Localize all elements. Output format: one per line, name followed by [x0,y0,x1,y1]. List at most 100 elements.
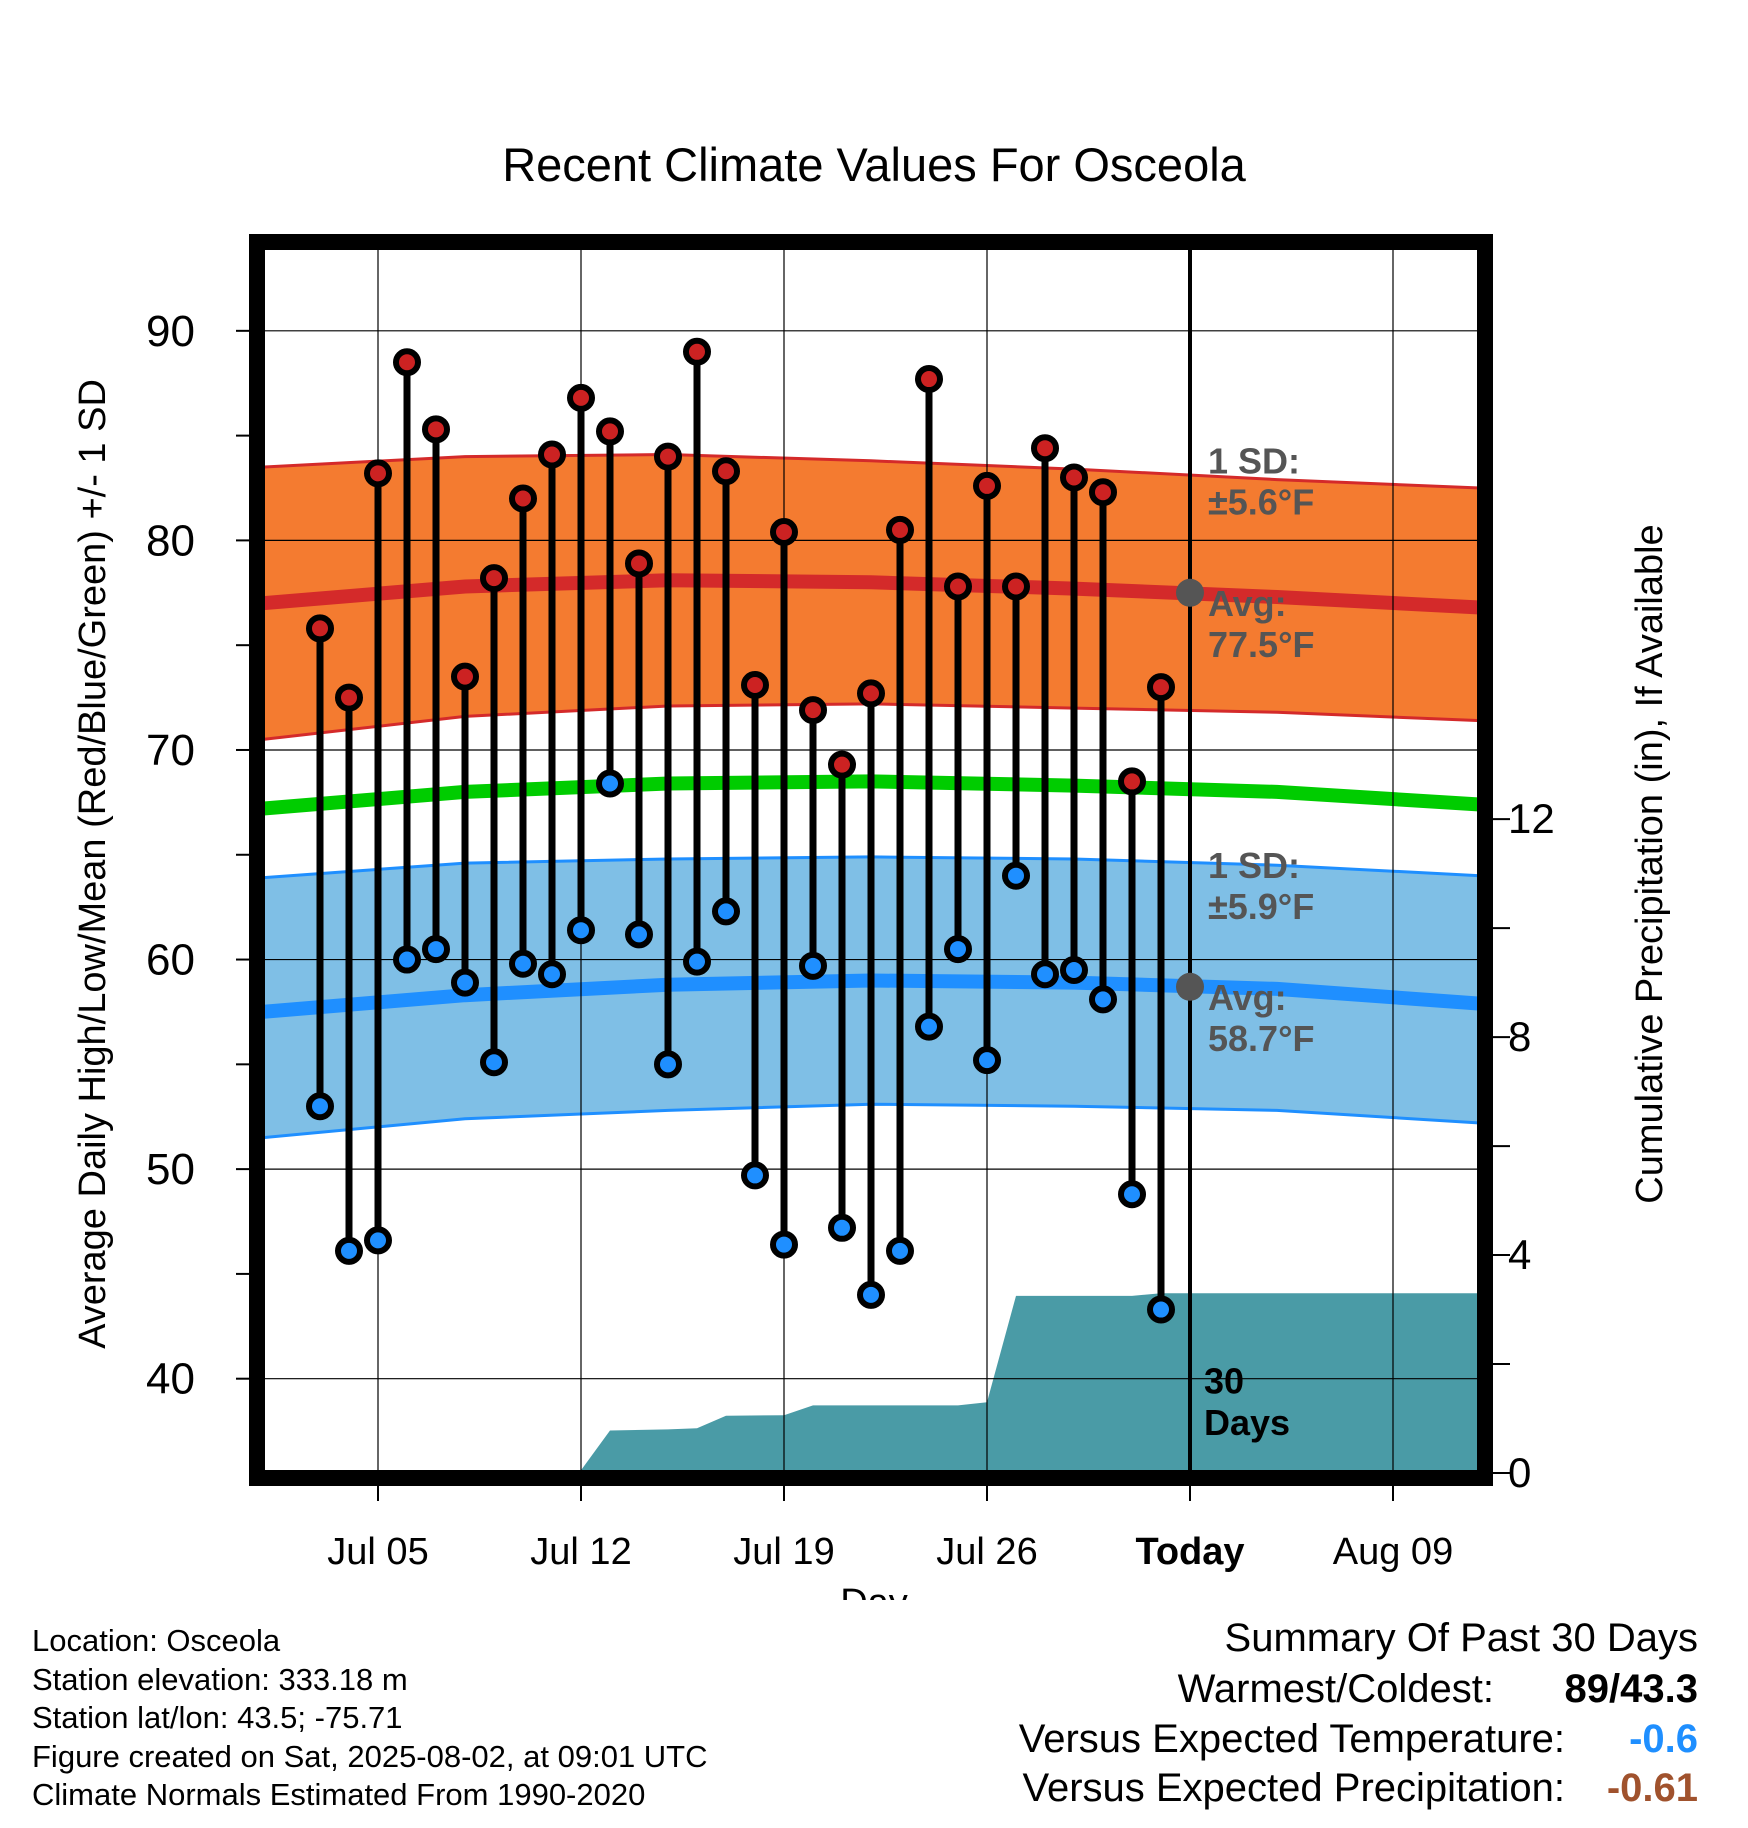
precipitation-area [262,1293,1480,1473]
daily-low-point [306,1092,334,1121]
latlon-text: Station lat/lon: 43.5; -75.71 [32,1700,403,1735]
high-normal-line [262,573,1480,615]
daily-high-point [625,549,653,578]
normals-text: Climate Normals Estimated From 1990-2020 [32,1777,646,1812]
plot-area: 1 SD: ±5.6°F Avg: 77.5°F 1 SD: ±5.9°F Avg: 58.7… [146,234,1555,1573]
daily-high-point [364,459,392,488]
daily-high-point [1118,767,1146,796]
daily-low-point [886,1236,914,1265]
daily-high-point [306,614,334,643]
warmest-coldest-label: Warmest/Coldest: [1177,1667,1494,1711]
y2-tick-label: 8 [1508,1013,1531,1060]
daily-high-point [915,365,943,394]
y-tick-label: 40 [146,1355,195,1404]
y2-tick-label: 4 [1508,1231,1531,1278]
daily-low-point [683,947,711,976]
precip-departure-value: -0.61 [1606,1766,1698,1810]
daily-high-point [596,417,624,446]
daily-low-point [1060,956,1088,985]
daily-low-point [654,1050,682,1079]
daily-high-point [857,679,885,708]
y-tick-label: 90 [146,307,195,356]
plot-content [262,247,1480,1473]
daily-low-point [596,769,624,798]
daily-low-point [1089,985,1117,1014]
warmest-coldest-value: 89/43.3 [1564,1667,1698,1711]
daily-high-point [1060,463,1088,492]
temp-departure-label: Versus Expected Temperature: [1018,1717,1565,1761]
daily-low-point [1002,861,1030,890]
daily-low-point [625,920,653,949]
high-sd-annotation: 1 SD: ±5.6°F [1208,440,1314,522]
climate-chart: Recent Climate Values For Osceola 1 SD: ±… [72,138,1671,1600]
y2-tick-label: 0 [1508,1449,1531,1496]
daily-low-point [538,960,566,989]
daily-low-point [973,1046,1001,1075]
x-tick-label: Jul 19 [733,1531,834,1573]
daily-high-point [1147,673,1175,702]
daily-low-point [1031,960,1059,989]
daily-low-point [828,1213,856,1242]
daily-low-point [393,945,421,974]
today-low-avg-marker [1176,972,1204,1001]
high-avg-annotation: Avg: 77.5°F [1208,583,1314,665]
x-axis-label: Day [840,1582,908,1600]
daily-low-point [799,951,827,980]
daily-low-point [857,1280,885,1309]
daily-low-point [712,897,740,926]
daily-low-point [770,1230,798,1259]
daily-low-point [915,1012,943,1041]
daily-high-point [770,518,798,547]
daily-high-point [480,564,508,593]
temp-departure-value: -0.6 [1629,1717,1698,1761]
today-high-avg-marker [1176,578,1204,607]
daily-high-point [509,484,537,513]
daily-low-point [509,949,537,978]
daily-low-point [335,1236,363,1265]
daily-high-point [1002,572,1030,601]
y2-axis-label: Cumulative Precipitation (in), If Availa… [1629,524,1671,1203]
daily-low-point [944,935,972,964]
daily-high-point [799,696,827,725]
daily-high-point [944,572,972,601]
summary-title: Summary Of Past 30 Days [1224,1616,1698,1660]
daily-low-point [1118,1180,1146,1209]
low-sd-annotation: 1 SD: ±5.9°F [1208,845,1314,927]
daily-high-point [1089,478,1117,507]
daily-high-point [741,671,769,700]
daily-high-point [567,383,595,412]
daily-high-point [451,662,479,691]
daily-high-point [712,457,740,486]
y-tick-label: 80 [146,516,195,565]
y-tick-label: 50 [146,1145,195,1194]
x-tick-label: Today [1135,1531,1244,1573]
days-label: 30 Days [1204,1360,1290,1442]
y-axis-label: Average Daily High/Low/Mean (Red/Blue/Gr… [72,379,114,1349]
x-tick-label: Jul 26 [936,1531,1037,1573]
daily-high-point [538,440,566,469]
x-tick-label: Aug 09 [1333,1531,1453,1573]
daily-high-point [683,337,711,366]
daily-low-point [1147,1295,1175,1324]
plot-frame [249,234,1493,1486]
low-avg-annotation: Avg: 58.7°F [1208,977,1314,1059]
high-band-upper-edge [262,452,1480,490]
x-tick-label: Jul 12 [530,1531,631,1573]
y-tick-label: 60 [146,936,195,985]
daily-low-point [741,1161,769,1190]
y-tick-label: 70 [146,726,195,775]
daily-high-point [886,515,914,544]
daily-high-point [654,442,682,471]
daily-low-point [422,935,450,964]
elevation-text: Station elevation: 333.18 m [32,1661,408,1697]
created-text: Figure created on Sat, 2025-08-02, at 09… [32,1738,708,1774]
precip-departure-label: Versus Expected Precipitation: [1022,1766,1565,1810]
daily-high-point [1031,434,1059,463]
daily-low-point [480,1048,508,1077]
chart-title: Recent Climate Values For Osceola [502,138,1246,191]
daily-high-point [828,750,856,779]
daily-low-point [451,968,479,997]
daily-low-point [364,1226,392,1255]
high-sd-band [262,454,1480,740]
daily-high-point [393,348,421,377]
